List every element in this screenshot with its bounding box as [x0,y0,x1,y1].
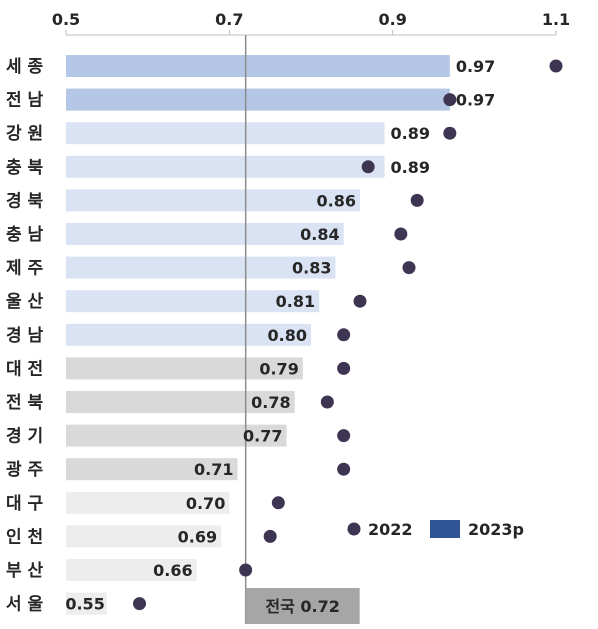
value-label: 0.84 [300,225,339,244]
bar [66,559,197,581]
category-label: 충 남 [6,225,44,245]
value-label: 0.80 [268,326,307,345]
value-label: 0.83 [292,259,331,278]
category-label: 세 종 [6,57,44,77]
dot-2022 [320,395,334,409]
value-label: 0.97 [456,57,495,76]
dot-2022 [271,496,285,510]
category-label: 광 주 [6,460,44,480]
value-label: 0.71 [194,460,233,479]
dot-2022 [549,59,563,73]
value-label: 0.86 [317,191,356,210]
value-label: 0.77 [243,427,282,446]
legend-label-2023p: 2023p [468,520,524,539]
bar [66,357,303,380]
reference-label-box [245,588,360,624]
bar [66,592,107,615]
dot-2022 [410,193,424,207]
dot-2022 [361,160,375,174]
dot-2022 [239,563,253,577]
dot-2022 [337,361,351,375]
value-label: 0.97 [456,91,495,110]
bar [66,491,230,514]
x-tick-label: 0.9 [378,10,406,29]
value-label: 0.70 [186,494,225,513]
bar [66,458,238,481]
category-label: 경 북 [6,191,44,211]
x-tick-label: 0.5 [52,10,80,29]
value-label: 0.78 [251,393,290,412]
category-label: 경 남 [6,326,44,346]
value-label: 0.89 [391,158,430,177]
x-axis-ticks: 0.5 0.7 0.9 1.1 [52,10,570,35]
dot-2022 [133,597,146,611]
category-label: 제 주 [6,259,44,279]
dot-2022 [263,529,277,543]
value-label: 0.66 [153,561,192,580]
bars [66,55,450,615]
category-label: 부 산 [6,561,44,581]
value-label: 0.79 [259,359,298,378]
bar [66,391,295,413]
category-labels: 세 종전 남강 원충 북경 북충 남제 주울 산경 남대 전전 북경 기광 주대… [6,57,44,615]
bar [66,55,450,77]
value-label: 0.89 [391,124,430,143]
category-label: 울 산 [6,292,44,312]
reference-label: 전국 0.72 [265,597,340,616]
value-label: 0.55 [65,595,104,614]
bar [66,256,336,279]
category-label: 대 전 [6,359,43,379]
category-label: 전 남 [6,91,44,111]
category-label: 경 기 [6,427,43,447]
dots-2022 [133,59,563,611]
bar [66,525,222,548]
category-label: 전 북 [6,393,44,413]
bar [66,323,311,346]
dot-2022 [394,227,408,241]
legend-marker-2022 [347,522,361,536]
dot-2022 [337,429,351,443]
bar [66,223,344,245]
category-label: 서 울 [6,595,44,615]
legend: 2022 2023p [347,520,524,539]
bar [66,88,450,111]
category-label: 강 원 [6,124,43,144]
dot-2022 [353,294,367,308]
bar [66,155,385,178]
reference-group: 전국 0.72 [244,35,360,624]
dot-2022 [337,328,351,342]
legend-label-2022: 2022 [368,520,413,539]
value-labels: 0.97 0.97 0.89 0.89 0.86 0.84 0.83 0.81 0.80 0.79… [65,57,495,614]
category-label: 대 구 [6,494,44,514]
category-label: 충 북 [6,158,44,178]
dot-2022 [443,93,457,107]
dot-2022 [443,126,457,140]
dot-2022 [337,462,351,476]
value-label: 0.69 [178,527,217,546]
bar [66,424,287,447]
bar [66,290,320,313]
legend-marker-2023p [430,520,460,538]
x-tick-label: 1.1 [542,10,570,29]
x-tick-label: 0.7 [215,10,243,29]
value-label: 0.81 [276,292,315,311]
bar [66,189,360,212]
category-label: 인 천 [6,527,43,547]
dot-2022 [402,261,416,275]
bar [66,122,385,145]
